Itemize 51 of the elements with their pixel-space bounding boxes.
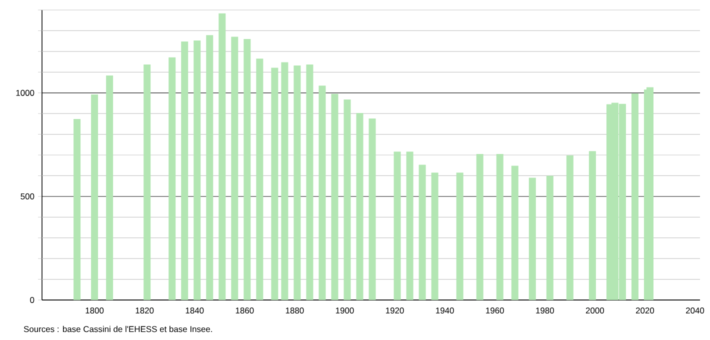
x-tick-label: 1820 xyxy=(136,308,154,314)
bar xyxy=(368,118,376,300)
bar xyxy=(344,99,351,300)
bar xyxy=(566,155,574,300)
bar xyxy=(294,66,301,300)
x-tick-label: 1960 xyxy=(486,308,504,314)
y-tick-label: 1000 xyxy=(16,90,34,96)
bar xyxy=(271,68,278,300)
bar xyxy=(631,93,638,300)
bar xyxy=(496,154,504,300)
bar xyxy=(181,41,188,300)
bar xyxy=(206,35,214,300)
bar xyxy=(106,75,114,300)
bar xyxy=(244,38,251,300)
bar xyxy=(406,152,414,300)
x-tick-label: 2000 xyxy=(586,308,604,314)
bar xyxy=(218,13,226,300)
x-tick-label: 1920 xyxy=(386,308,404,314)
bar xyxy=(431,172,438,300)
bar xyxy=(456,172,464,300)
x-tick-label: 1840 xyxy=(186,308,204,314)
bar xyxy=(144,64,151,300)
bar xyxy=(511,166,518,300)
bar xyxy=(394,152,401,300)
bar xyxy=(256,58,264,300)
bar xyxy=(168,57,176,300)
x-tick-label: 1900 xyxy=(336,308,354,314)
y-tick-label: 0 xyxy=(30,297,34,303)
x-tick-label: 1940 xyxy=(436,308,454,314)
bar xyxy=(194,40,201,300)
x-tick-label: 2020 xyxy=(636,308,654,314)
y-tick-label: 500 xyxy=(20,193,34,200)
bar xyxy=(356,112,364,300)
x-tick-label: 2040 xyxy=(686,308,704,314)
bar xyxy=(281,62,288,300)
x-tick-label: 1860 xyxy=(236,308,254,314)
bar xyxy=(91,94,98,300)
bar xyxy=(418,164,426,300)
bar xyxy=(331,94,338,300)
bar xyxy=(231,36,238,300)
bar xyxy=(588,151,596,300)
x-tick-label: 1880 xyxy=(286,308,304,314)
bar xyxy=(318,86,326,300)
bar xyxy=(476,154,484,300)
x-tick-label: 1800 xyxy=(86,308,104,314)
x-tick-label: 1980 xyxy=(536,308,554,314)
bar xyxy=(528,178,536,300)
bar xyxy=(306,64,314,300)
source-note: Sources : base Cassini de l'EHESS et base Insee. xyxy=(24,326,212,332)
bar xyxy=(546,176,554,300)
bar xyxy=(74,118,81,300)
